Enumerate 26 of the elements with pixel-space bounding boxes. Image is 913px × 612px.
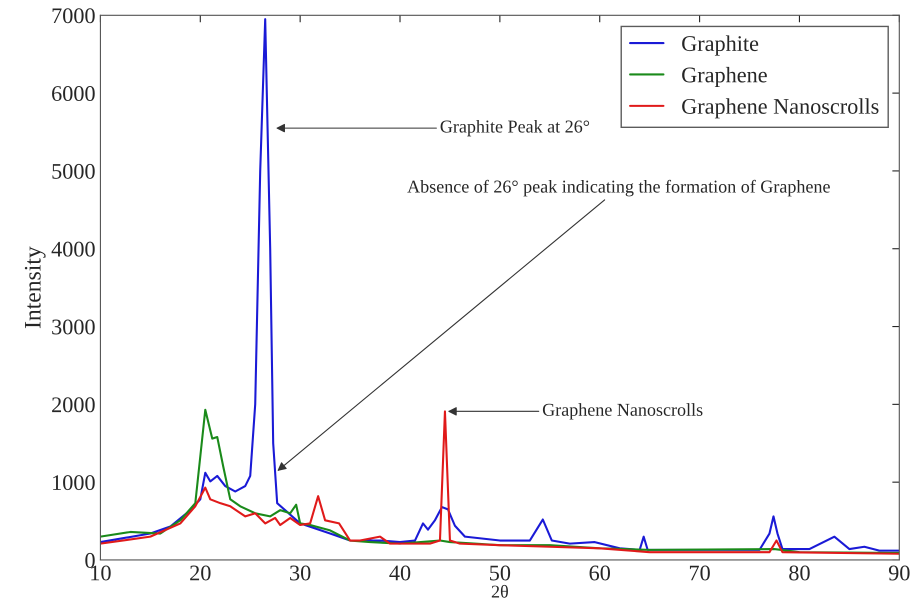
legend-label: Graphene Nanoscrolls: [682, 98, 878, 118]
legend-label: Graphene: [682, 66, 767, 87]
y-axis-title: Intensity: [24, 246, 46, 328]
x-tick-label: 60: [590, 565, 610, 580]
legend-label: Graphite: [682, 35, 758, 56]
y-tick-label: 5000: [52, 164, 95, 179]
y-tick-label: 2000: [52, 397, 95, 412]
x-tick-label: 10: [91, 565, 111, 580]
y-tick-label: 0: [85, 552, 95, 568]
x-tick-label: 50: [490, 565, 510, 580]
y-tick-label: 1000: [53, 475, 95, 490]
x-tick-label: 80: [789, 565, 810, 580]
x-tick-label: 40: [389, 565, 410, 580]
annotation: Graphite Peak at 26°: [440, 120, 590, 136]
x-tick-label: 20: [190, 565, 211, 580]
line-series: [100, 18, 900, 552]
x-tick-label: 30: [290, 565, 310, 580]
y-tick-label: 4000: [52, 242, 95, 257]
y-tick-label: 7000: [52, 8, 95, 24]
y-tick-label: 3000: [52, 319, 95, 334]
x-axis-title: 2θ: [492, 584, 508, 598]
annotation: Graphene Nanoscrolls: [542, 403, 702, 420]
y-tick-label: 6000: [52, 86, 95, 102]
x-tick-label: 90: [888, 565, 910, 580]
annotation: Absence of 26° peak indicating the formation of Graphene: [407, 180, 830, 196]
x-tick-label: 70: [690, 565, 710, 580]
